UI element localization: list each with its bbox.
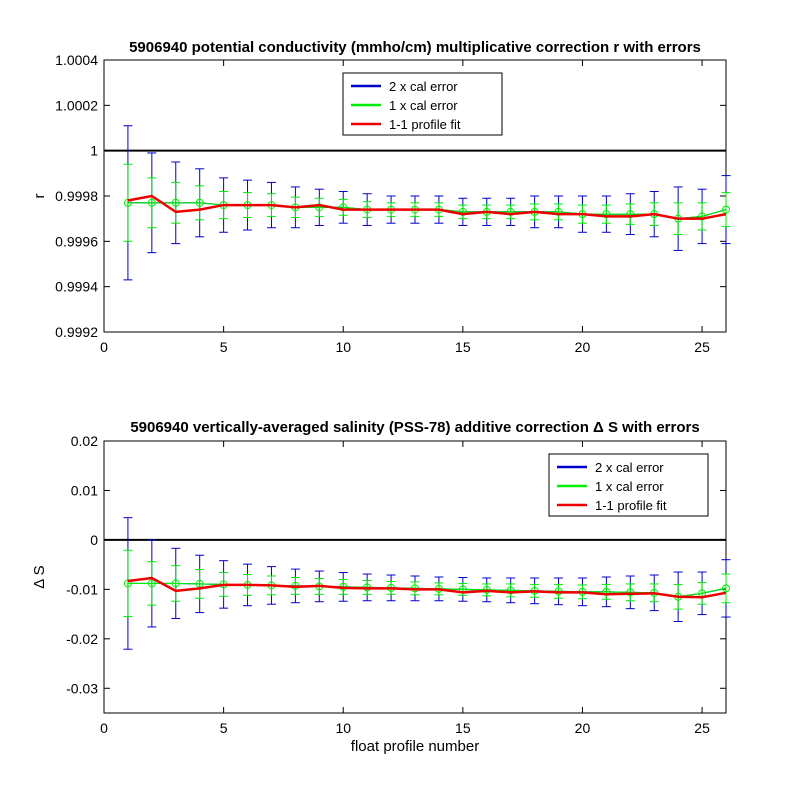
series-2-x-cal-error [123, 125, 731, 281]
y-tick-label: -0.02 [66, 631, 98, 647]
chart-title: 5906940 potential conductivity (mmho/cm)… [129, 39, 701, 56]
x-tick-label: 15 [455, 339, 471, 355]
legend-entry-label: 1-1 profile fit [595, 498, 667, 513]
y-axis-label: Δ S [31, 565, 48, 588]
legend: 2 x cal error 1 x cal error 1-1 profile fi… [342, 72, 503, 136]
series-1-1-profile-fit [127, 576, 727, 599]
y-tick-label: 0.02 [71, 433, 98, 449]
data-point-marker [722, 205, 730, 214]
x-tick-label: 25 [694, 339, 710, 355]
series-line [127, 576, 727, 599]
legend-entry-label: 1-1 profile fit [389, 117, 461, 132]
x-tick-label: 5 [220, 339, 228, 355]
data-point-marker [171, 579, 180, 588]
legend-entry-label: 2 x cal error [389, 79, 458, 94]
series-1-x-cal-error [123, 163, 731, 242]
x-tick-label: 15 [455, 720, 471, 736]
y-tick-label: -0.03 [66, 680, 98, 696]
y-tick-label: 1.0002 [55, 97, 98, 113]
y-tick-label: 0.9992 [55, 324, 98, 340]
y-tick-label: 0.01 [71, 482, 98, 498]
y-tick-label: 1 [90, 143, 98, 159]
x-tick-label: 25 [694, 720, 710, 736]
x-axis-label: float profile number [351, 738, 479, 755]
y-tick-label: -0.01 [66, 581, 98, 597]
series-2-x-cal-error [123, 517, 731, 650]
chart-title: 5906940 vertically-averaged salinity (PS… [130, 419, 699, 436]
y-tick-label: 0.9994 [55, 279, 98, 295]
data-point-marker [195, 198, 204, 207]
x-tick-label: 0 [100, 339, 108, 355]
chart-panel-1: 5906940 potential conductivity (mmho/cm)… [31, 39, 731, 355]
series-line [127, 194, 727, 220]
y-tick-label: 0.9998 [55, 188, 98, 204]
data-point-marker [147, 579, 156, 588]
series-1-1-profile-fit [127, 194, 727, 220]
x-tick-label: 20 [575, 339, 591, 355]
data-point-marker [171, 198, 180, 207]
data-point-marker [722, 584, 730, 593]
y-tick-label: 0 [90, 532, 98, 548]
x-tick-label: 5 [220, 720, 228, 736]
data-point-marker [506, 586, 515, 595]
legend-entry-label: 1 x cal error [595, 479, 664, 494]
series-1-x-cal-error [123, 549, 731, 618]
x-tick-label: 10 [335, 720, 351, 736]
y-axis-label: r [31, 194, 48, 199]
legend: 2 x cal error 1 x cal error 1-1 profile fi… [548, 453, 709, 517]
legend-entry-label: 2 x cal error [595, 460, 664, 475]
data-point-marker [626, 588, 635, 597]
data-point-marker [147, 198, 156, 207]
chart-panel-2: 5906940 vertically-averaged salinity (PS… [31, 419, 731, 755]
y-tick-label: 0.9996 [55, 233, 98, 249]
x-tick-label: 20 [575, 720, 591, 736]
x-tick-label: 0 [100, 720, 108, 736]
y-tick-label: 1.0004 [55, 52, 98, 68]
x-tick-label: 10 [335, 339, 351, 355]
legend-entry-label: 1 x cal error [389, 98, 458, 113]
